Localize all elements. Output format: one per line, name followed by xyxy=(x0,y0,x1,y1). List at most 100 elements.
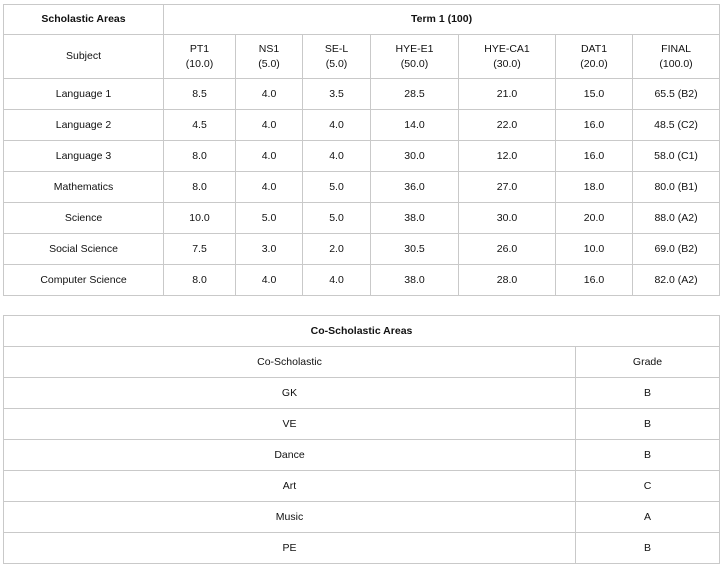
column-header-pt1: PT1 (10.0) xyxy=(163,34,236,79)
table-row: Language 3 8.0 4.0 4.0 30.0 12.0 16.0 58.0 (C1) xyxy=(3,140,721,172)
activity-cell: Art xyxy=(3,470,576,502)
column-header-ns1: NS1 (5.0) xyxy=(235,34,303,79)
table-row: Computer Science 8.0 4.0 4.0 38.0 28.0 16.0 82.… xyxy=(3,264,721,296)
table-row: GK B xyxy=(3,377,721,409)
score-cell: 30.0 xyxy=(370,140,459,172)
score-cell: 20.0 xyxy=(555,202,633,234)
column-name: FINAL xyxy=(661,42,691,55)
table-row: Social Science 7.5 3.0 2.0 30.5 26.0 10.0 69.0 … xyxy=(3,233,721,265)
score-cell: 36.0 xyxy=(370,171,459,203)
grade-cell: B xyxy=(574,439,721,471)
score-cell: 4.0 xyxy=(302,109,371,141)
column-header-final: FINAL (100.0) xyxy=(631,34,721,79)
score-cell: 22.0 xyxy=(458,109,556,141)
score-cell: 4.0 xyxy=(235,264,303,296)
subject-cell: Language 3 xyxy=(3,140,164,172)
table-row: VE B xyxy=(3,408,721,440)
subject-cell: Science xyxy=(3,202,164,234)
score-cell: 28.5 xyxy=(370,78,459,110)
score-cell: 8.0 xyxy=(163,171,236,203)
score-cell: 4.0 xyxy=(302,264,371,296)
score-cell: 30.0 xyxy=(458,202,556,234)
score-cell: 4.0 xyxy=(235,171,303,203)
score-cell: 69.0 (B2) xyxy=(631,233,721,265)
scholastic-header-row: Scholastic Areas Term 1 (100) xyxy=(3,4,721,35)
score-cell: 80.0 (B1) xyxy=(631,171,721,203)
column-max-marks: (30.0) xyxy=(493,57,521,70)
column-max-marks: (100.0) xyxy=(659,57,693,70)
subject-cell: Social Science xyxy=(3,233,164,265)
score-cell: 16.0 xyxy=(555,109,633,141)
table-row: Language 2 4.5 4.0 4.0 14.0 22.0 16.0 48.5 (C2) xyxy=(3,109,721,141)
score-cell: 3.0 xyxy=(235,233,303,265)
subject-cell: Language 2 xyxy=(3,109,164,141)
score-cell: 30.5 xyxy=(370,233,459,265)
score-cell: 7.5 xyxy=(163,233,236,265)
grade-cell: B xyxy=(574,532,721,564)
score-cell: 8.0 xyxy=(163,140,236,172)
column-name: HYE-E1 xyxy=(395,42,434,55)
activity-cell: PE xyxy=(3,532,576,564)
column-name: SE-L xyxy=(324,42,349,55)
score-cell: 10.0 xyxy=(163,202,236,234)
activity-cell: Dance xyxy=(3,439,576,471)
table-row: Language 1 8.5 4.0 3.5 28.5 21.0 15.0 65.5 (B2) xyxy=(3,78,721,110)
term-label: Term 1 (100) xyxy=(162,4,721,35)
subject-cell: Mathematics xyxy=(3,171,164,203)
score-cell: 3.5 xyxy=(302,78,371,110)
activity-cell: VE xyxy=(3,408,576,440)
score-cell: 38.0 xyxy=(370,202,459,234)
column-max-marks: (20.0) xyxy=(580,57,608,70)
coscholastic-title-row: Co-Scholastic Areas xyxy=(2,315,721,347)
score-cell: 4.5 xyxy=(163,109,236,141)
column-max-marks: (10.0) xyxy=(185,57,214,70)
table-row: PE B xyxy=(3,532,721,564)
coscholastic-activity-header: Co-Scholastic xyxy=(3,346,576,378)
grade-cell: B xyxy=(574,408,721,440)
coscholastic-header-row: Co-Scholastic Grade xyxy=(3,346,721,378)
score-cell: 4.0 xyxy=(235,78,303,110)
coscholastic-table: Co-Scholastic Areas Co-Scholastic Grade … xyxy=(2,315,721,564)
grade-cell: A xyxy=(574,501,721,533)
score-cell: 5.0 xyxy=(302,171,371,203)
score-cell: 12.0 xyxy=(458,140,556,172)
score-cell: 27.0 xyxy=(458,171,556,203)
column-header-se-l: SE-L (5.0) xyxy=(302,34,371,79)
subject-cell: Computer Science xyxy=(3,264,164,296)
score-cell: 18.0 xyxy=(555,171,633,203)
grade-cell: C xyxy=(574,470,721,502)
scholastic-table: Scholastic Areas Term 1 (100) Subject PT… xyxy=(3,4,721,296)
table-row: Science 10.0 5.0 5.0 38.0 30.0 20.0 88.0 (A2) xyxy=(3,202,721,234)
scholastic-areas-label: Scholastic Areas xyxy=(3,4,164,35)
subject-header: Subject xyxy=(3,34,164,79)
coscholastic-grade-header: Grade xyxy=(574,346,721,378)
column-max-marks: (5.0) xyxy=(325,57,348,70)
column-header-hye-e1: HYE-E1 (50.0) xyxy=(370,34,459,79)
score-cell: 16.0 xyxy=(555,140,633,172)
activity-cell: Music xyxy=(3,501,576,533)
score-cell: 8.0 xyxy=(163,264,236,296)
score-cell: 58.0 (C1) xyxy=(631,140,721,172)
score-cell: 28.0 xyxy=(458,264,556,296)
score-cell: 10.0 xyxy=(555,233,633,265)
table-row: Music A xyxy=(3,501,721,533)
score-cell: 65.5 (B2) xyxy=(631,78,721,110)
scholastic-column-headers: Subject PT1 (10.0) NS1 (5.0) SE-L (5.0) HYE-E1… xyxy=(3,34,721,79)
column-name: NS1 xyxy=(258,42,280,55)
column-name: PT1 xyxy=(189,42,210,55)
score-cell: 5.0 xyxy=(235,202,303,234)
grade-cell: B xyxy=(574,377,721,409)
score-cell: 4.0 xyxy=(235,140,303,172)
column-max-marks: (50.0) xyxy=(400,57,429,70)
score-cell: 48.5 (C2) xyxy=(631,109,721,141)
score-cell: 21.0 xyxy=(458,78,556,110)
activity-cell: GK xyxy=(3,377,576,409)
table-row: Dance B xyxy=(3,439,721,471)
score-cell: 88.0 (A2) xyxy=(631,202,721,234)
score-cell: 5.0 xyxy=(302,202,371,234)
subject-cell: Language 1 xyxy=(3,78,164,110)
coscholastic-title: Co-Scholastic Areas xyxy=(2,315,721,347)
score-cell: 15.0 xyxy=(555,78,633,110)
score-cell: 4.0 xyxy=(302,140,371,172)
score-cell: 2.0 xyxy=(302,233,371,265)
